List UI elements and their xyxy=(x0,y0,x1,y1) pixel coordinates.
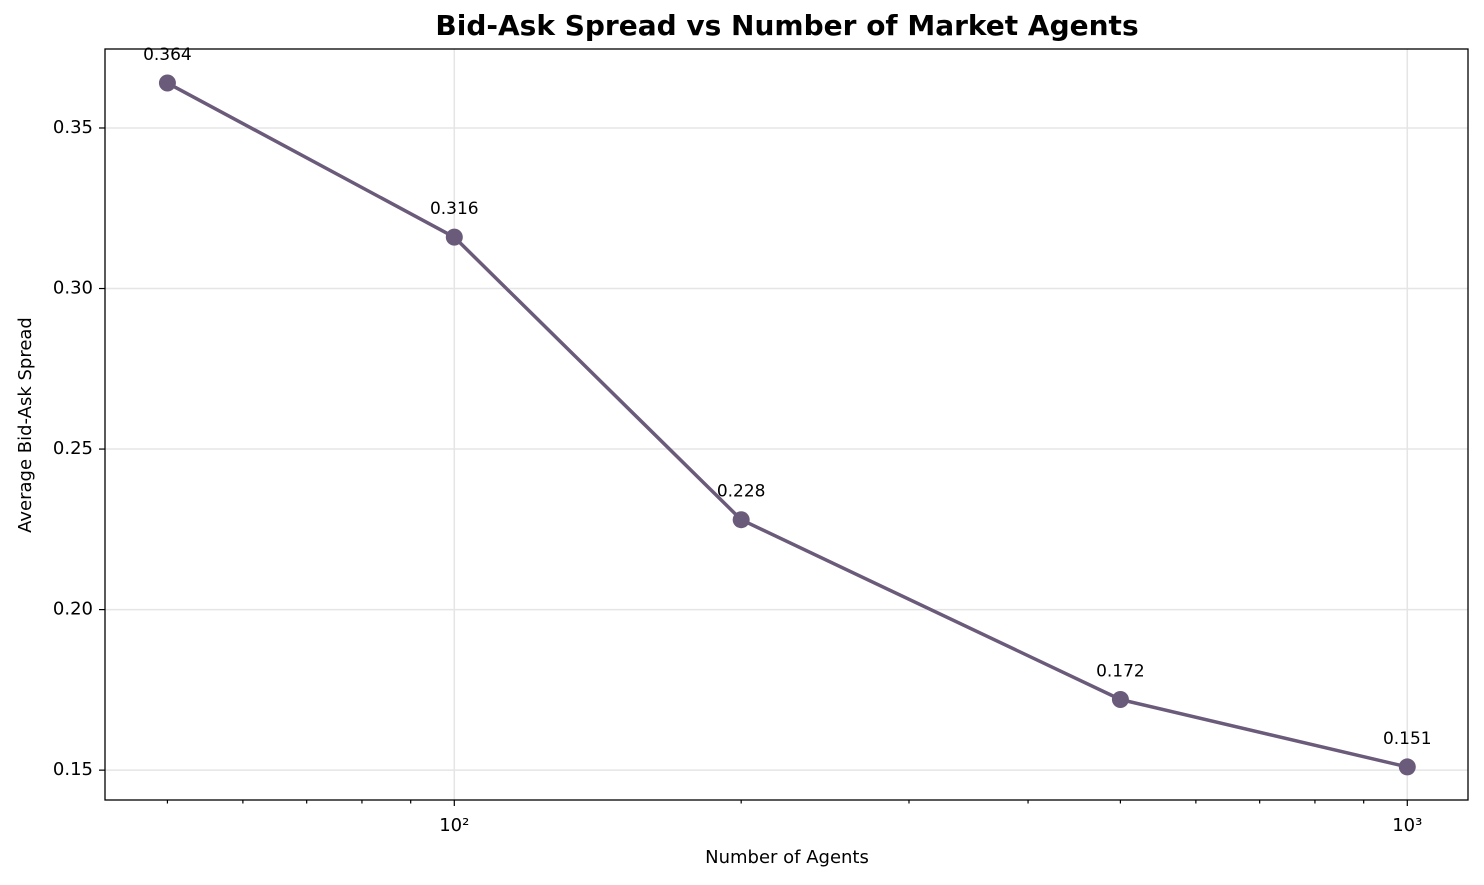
y-tick-label: 0.20 xyxy=(53,599,93,620)
point xyxy=(1111,691,1129,709)
y-tick-label: 0.35 xyxy=(53,117,93,138)
y-axis-label: Average Bid-Ask Spread xyxy=(15,317,36,533)
x-tick-label: 10² xyxy=(439,815,469,836)
line xyxy=(166,81,1408,769)
point xyxy=(1398,758,1416,776)
value-label: 0.228 xyxy=(717,482,766,502)
value-label: 0.364 xyxy=(143,45,192,65)
y-tick-label: 0.15 xyxy=(53,759,93,780)
point xyxy=(445,228,463,246)
x-tick-label: 10³ xyxy=(1392,815,1422,836)
y-tick-label: 0.25 xyxy=(53,438,93,459)
y-tick-label: 0.30 xyxy=(53,278,93,299)
point xyxy=(158,74,176,92)
value-label: 0.316 xyxy=(430,199,479,219)
point xyxy=(732,511,750,529)
x-axis-label: Number of Agents xyxy=(705,847,869,868)
value-label: 0.151 xyxy=(1383,729,1432,749)
plot-frame xyxy=(104,48,1469,801)
chart-title: Bid-Ask Spread vs Number of Market Agent… xyxy=(435,9,1138,42)
value-label: 0.172 xyxy=(1096,662,1145,682)
